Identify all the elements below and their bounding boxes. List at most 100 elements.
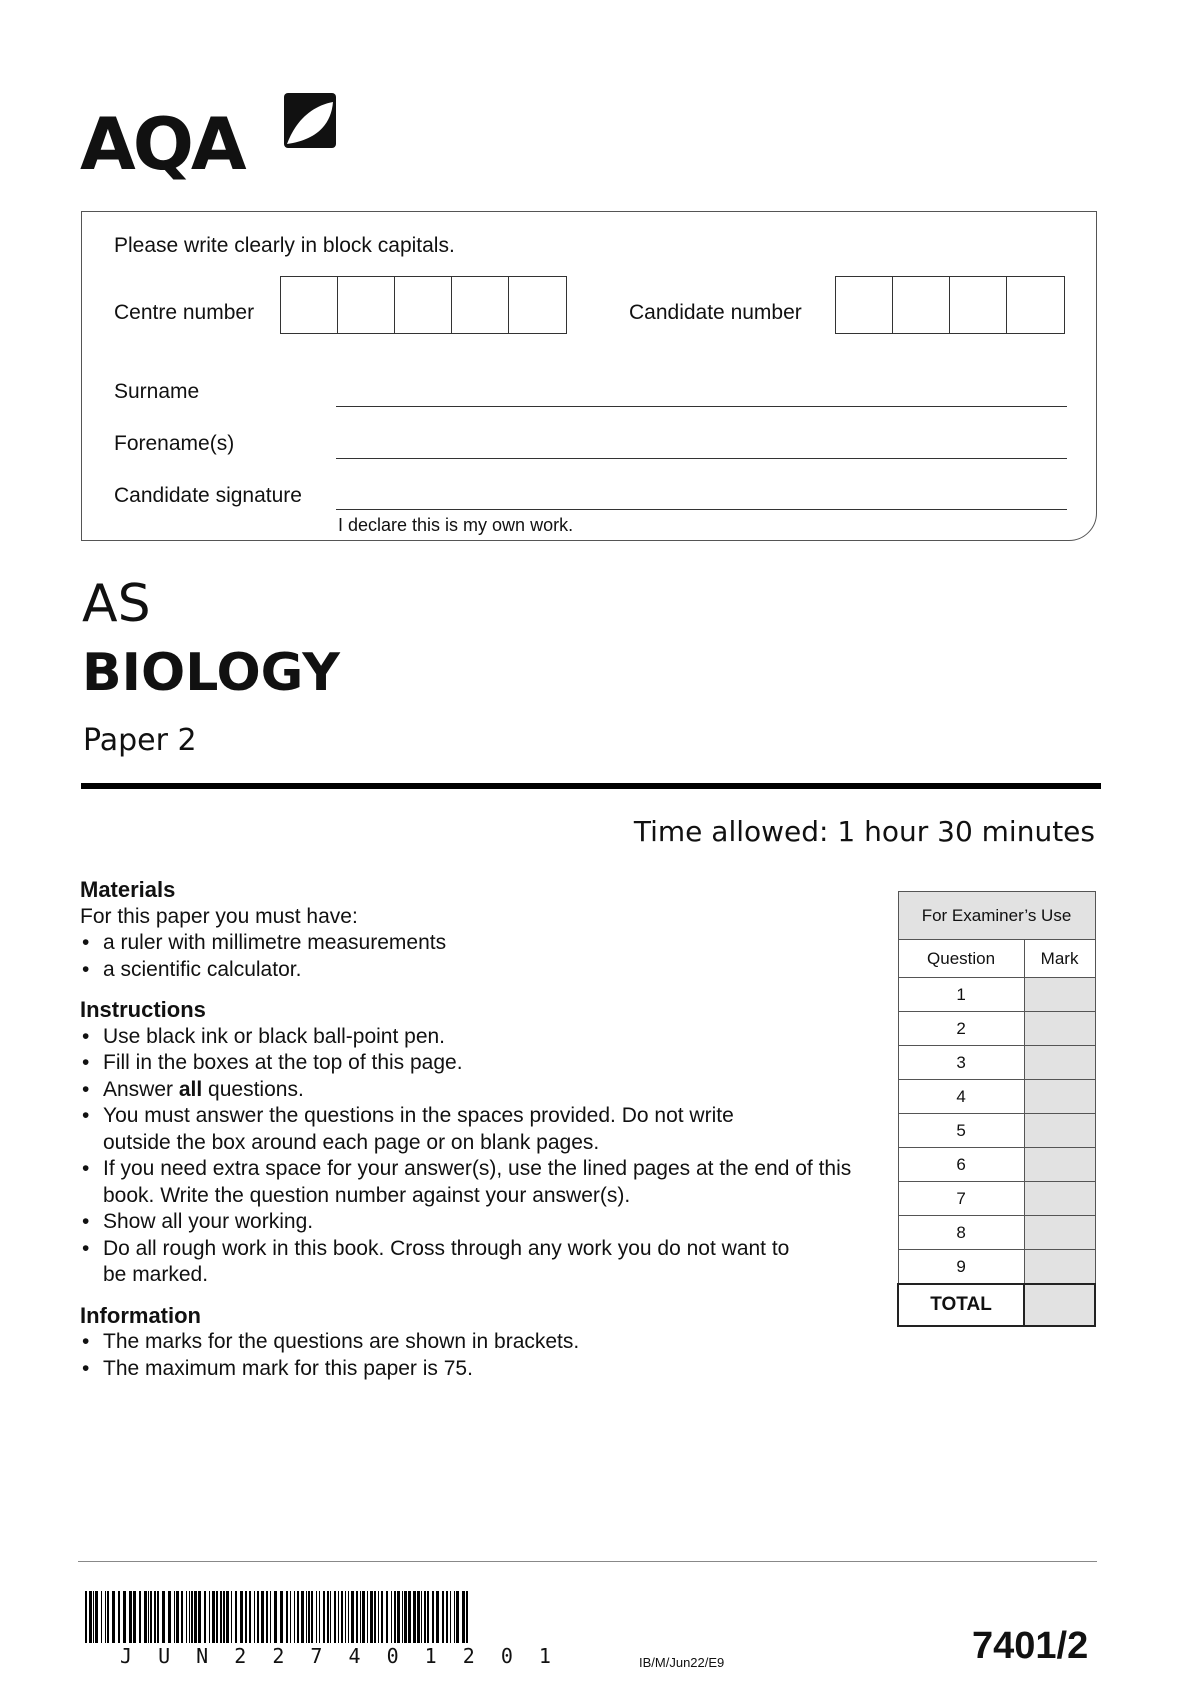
barcode-bar — [249, 1591, 251, 1643]
barcode-bar — [139, 1591, 141, 1643]
barcode-bar — [402, 1591, 403, 1643]
question-row: 8 — [897, 1215, 1096, 1250]
barcode-bar — [212, 1591, 215, 1643]
level-heading: AS — [82, 574, 151, 634]
barcode-bar — [427, 1591, 429, 1643]
question-row: 7 — [897, 1181, 1096, 1216]
subject-heading: BIOLOGY — [82, 643, 340, 703]
instruction-item: Answer all questions. — [80, 1077, 870, 1104]
question-row: 6 — [897, 1147, 1096, 1182]
barcode-bar — [446, 1591, 448, 1643]
question-number: 6 — [897, 1147, 1025, 1182]
barcode-bar — [270, 1591, 271, 1643]
signature-field[interactable] — [336, 509, 1067, 510]
instruction-item: Use black ink or black ball-point pen. — [80, 1024, 870, 1051]
question-number: 2 — [897, 1011, 1025, 1046]
barcode-bar — [334, 1591, 336, 1643]
barcode-bar — [450, 1591, 451, 1643]
barcode-bar — [223, 1591, 225, 1643]
barcode-bar — [118, 1591, 120, 1643]
barcode-bar — [191, 1591, 193, 1643]
paper-code: 7401/2 — [972, 1625, 1089, 1667]
barcode-bar — [226, 1591, 229, 1643]
mark-cell — [1023, 1147, 1096, 1182]
mark-cell — [1023, 977, 1096, 1012]
question-row: 5 — [897, 1113, 1096, 1148]
barcode-bar — [413, 1591, 416, 1643]
centre-number-boxes[interactable] — [280, 276, 567, 334]
barcode-bar — [338, 1591, 339, 1643]
barcode-bar — [367, 1591, 368, 1643]
signature-label: Candidate signature — [114, 484, 302, 507]
barcode-bar — [245, 1591, 247, 1643]
barcode-bar — [408, 1591, 411, 1643]
question-number: 3 — [897, 1045, 1025, 1080]
mark-column-header: Mark — [1023, 939, 1096, 978]
barcode-bar — [397, 1591, 400, 1643]
question-row: 2 — [897, 1011, 1096, 1046]
barcode-bar — [360, 1591, 361, 1643]
barcode-bar — [157, 1591, 159, 1643]
forename-field[interactable] — [336, 458, 1067, 459]
barcode-bar — [394, 1591, 396, 1643]
barcode-bar — [150, 1591, 152, 1643]
barcode-bar — [144, 1591, 147, 1643]
heading-rule — [81, 783, 1101, 789]
barcode-bar — [436, 1591, 439, 1643]
barcode-bar — [432, 1591, 434, 1643]
candidate-number-label: Candidate number — [629, 301, 802, 324]
mark-cell — [1023, 1215, 1096, 1250]
instruction-item: If you need extra space for your answer(… — [80, 1156, 870, 1209]
total-mark-cell — [1023, 1283, 1096, 1327]
barcode-bar — [216, 1591, 218, 1643]
instruction-item: Fill in the boxes at the top of this pag… — [80, 1050, 870, 1077]
barcode-bar — [148, 1591, 149, 1643]
barcode-bar — [240, 1591, 243, 1643]
barcode-bar — [386, 1591, 388, 1643]
candidate-number-boxes[interactable] — [835, 276, 1065, 334]
surname-field[interactable] — [336, 406, 1067, 407]
barcode-bar — [186, 1591, 187, 1643]
barcode-bar — [266, 1591, 268, 1643]
mark-cell — [1023, 1181, 1096, 1216]
centre-number-label: Centre number — [114, 301, 255, 324]
total-label: TOTAL — [896, 1283, 1026, 1327]
time-allowed: Time allowed: 1 hour 30 minutes — [633, 815, 1095, 848]
materials-item: a scientific calculator. — [80, 957, 880, 984]
barcode-bar — [345, 1591, 346, 1643]
barcode-bar — [95, 1591, 98, 1643]
barcode-bar — [424, 1591, 426, 1643]
barcode-bar — [323, 1591, 325, 1643]
question-number: 4 — [897, 1079, 1025, 1114]
footer-rule — [78, 1561, 1097, 1562]
barcode-bar — [348, 1591, 349, 1643]
barcode-bar — [209, 1591, 210, 1643]
document-reference: IB/M/Jun22/E9 — [639, 1655, 725, 1670]
question-number: 8 — [897, 1215, 1025, 1250]
question-column-header: Question — [897, 939, 1025, 978]
instruction-item: Show all your working. — [80, 1209, 870, 1236]
barcode-bar — [362, 1591, 365, 1643]
barcode-bar — [454, 1591, 455, 1643]
barcode-bar — [391, 1591, 392, 1643]
question-row: 4 — [897, 1079, 1096, 1114]
barcode-bar — [123, 1591, 126, 1643]
declaration-text: I declare this is my own work. — [338, 515, 574, 535]
barcode-bar — [93, 1591, 94, 1643]
barcode-bar — [198, 1591, 201, 1643]
barcode-bar — [154, 1591, 156, 1643]
barcode-bar — [290, 1591, 291, 1643]
barcode-bar — [254, 1591, 255, 1643]
surname-label: Surname — [114, 380, 200, 403]
barcode-bar — [129, 1591, 132, 1643]
barcode-bar — [261, 1591, 264, 1643]
barcode-bar — [101, 1591, 102, 1643]
barcode-bar — [294, 1591, 295, 1643]
question-row: 1 — [897, 977, 1096, 1012]
form-instruction: Please write clearly in block capitals. — [114, 234, 455, 257]
instruction-item: You must answer the questions in the spa… — [80, 1103, 783, 1156]
barcode-bar — [274, 1591, 277, 1643]
barcode-bar — [370, 1591, 373, 1643]
